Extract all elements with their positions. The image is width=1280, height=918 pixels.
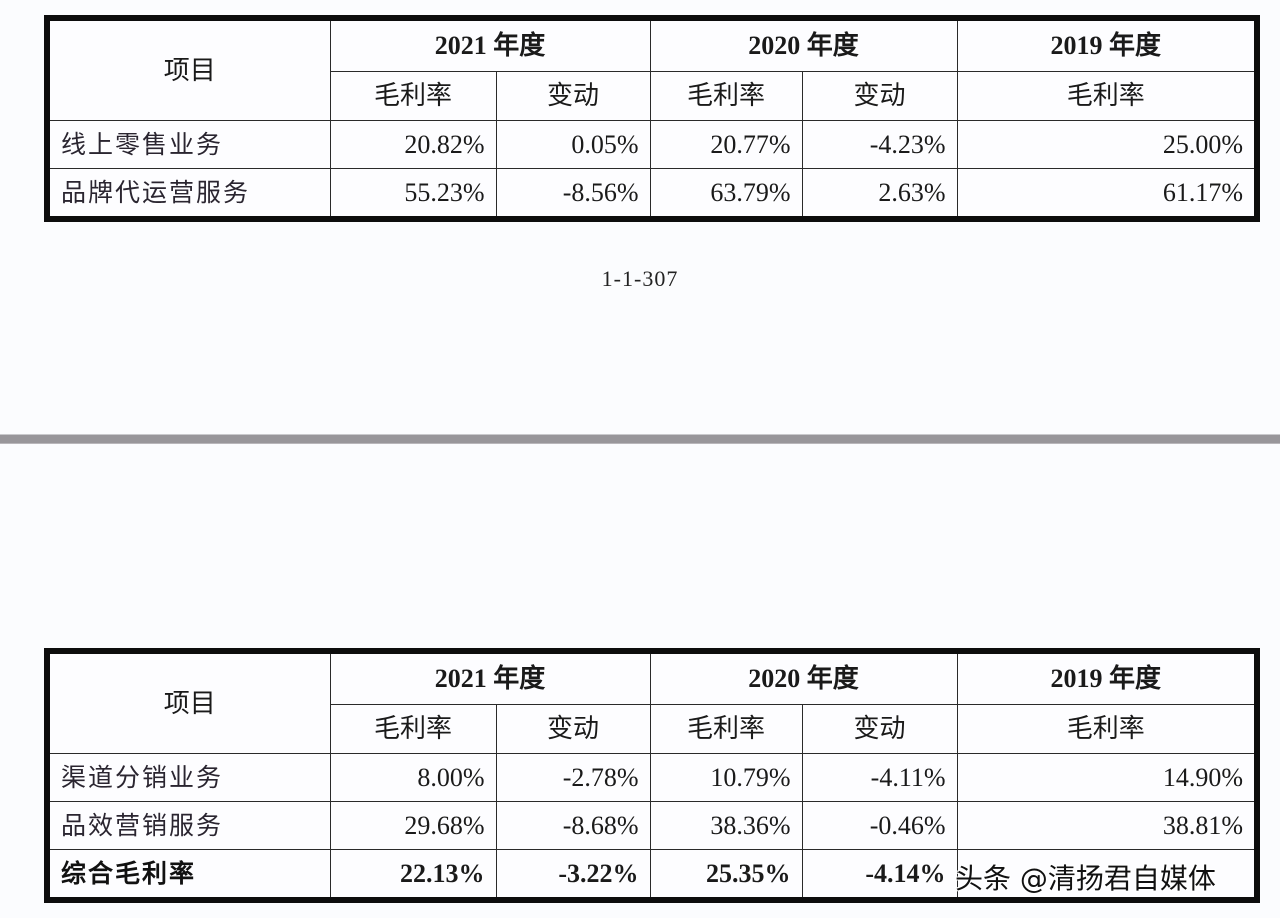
header-year-2019: 2019 年度 xyxy=(956,650,1258,705)
cell-value: -4.11% xyxy=(801,753,958,802)
table-row: 线上零售业务 20.82% 0.05% 20.77% -4.23% 25.00% xyxy=(46,120,1258,169)
subheader-change: 变动 xyxy=(495,704,651,754)
subheader-gross-margin: 毛利率 xyxy=(956,71,1258,121)
subheader-change: 变动 xyxy=(801,71,958,121)
page-separator xyxy=(0,434,1280,444)
table-row: 渠道分销业务 8.00% -2.78% 10.79% -4.11% 14.90% xyxy=(46,753,1258,802)
cell-value: 29.68% xyxy=(329,801,497,850)
table-row: 品效营销服务 29.68% -8.68% 38.36% -0.46% 38.81… xyxy=(46,801,1258,850)
cell-value: 22.13% xyxy=(329,849,497,901)
header-year-2021: 2021 年度 xyxy=(329,17,651,72)
subheader-gross-margin: 毛利率 xyxy=(329,704,497,754)
subheader-gross-margin: 毛利率 xyxy=(649,704,803,754)
cell-value: -4.14% xyxy=(801,849,958,901)
cell-value: 63.79% xyxy=(649,168,803,220)
row-label: 渠道分销业务 xyxy=(46,753,331,802)
header-item: 项目 xyxy=(46,17,331,121)
cell-value: 20.82% xyxy=(329,120,497,169)
subheader-change: 变动 xyxy=(495,71,651,121)
row-label: 品效营销服务 xyxy=(46,801,331,850)
cell-value: 25.00% xyxy=(956,120,1258,169)
cell-value: 38.81% xyxy=(956,801,1258,850)
subheader-gross-margin: 毛利率 xyxy=(649,71,803,121)
cell-value: 61.17% xyxy=(956,168,1258,220)
header-year-2020: 2020 年度 xyxy=(649,650,958,705)
cell-value: -3.22% xyxy=(495,849,651,901)
row-label: 品牌代运营服务 xyxy=(46,168,331,220)
page-number: 1-1-307 xyxy=(601,266,679,291)
header-year-2019: 2019 年度 xyxy=(956,17,1258,72)
table-row-total: 综合毛利率 22.13% -3.22% 25.35% -4.14% xyxy=(46,849,1258,901)
cell-value: 2.63% xyxy=(801,168,958,220)
table-row: 品牌代运营服务 55.23% -8.56% 63.79% 2.63% 61.17… xyxy=(46,168,1258,220)
watermark-text: 头条 @清扬君自媒体 xyxy=(955,862,1216,895)
header-year-2021: 2021 年度 xyxy=(329,650,651,705)
cell-value: 20.77% xyxy=(649,120,803,169)
subheader-change: 变动 xyxy=(801,704,958,754)
gross-margin-table-2: 项目 2021 年度 2020 年度 2019 年度 毛利率 变动 毛利率 变动… xyxy=(44,648,1261,903)
cell-value: -0.46% xyxy=(801,801,958,850)
cell-value: -8.68% xyxy=(495,801,651,850)
cell-value: 14.90% xyxy=(956,753,1258,802)
cell-value: -8.56% xyxy=(495,168,651,220)
cell-value: 8.00% xyxy=(329,753,497,802)
cell-value: 38.36% xyxy=(649,801,803,850)
cell-value: 0.05% xyxy=(495,120,651,169)
row-label: 线上零售业务 xyxy=(46,120,331,169)
cell-value: -2.78% xyxy=(495,753,651,802)
cell-value: 25.35% xyxy=(649,849,803,901)
document-page-top: 项目 2021 年度 2020 年度 2019 年度 毛利率 变动 毛利率 变动… xyxy=(0,0,1280,436)
subheader-gross-margin: 毛利率 xyxy=(956,704,1258,754)
header-item: 项目 xyxy=(46,650,331,754)
row-label-total: 综合毛利率 xyxy=(46,849,331,901)
subheader-gross-margin: 毛利率 xyxy=(329,71,497,121)
cell-value: 55.23% xyxy=(329,168,497,220)
cell-value: 10.79% xyxy=(649,753,803,802)
header-year-2020: 2020 年度 xyxy=(649,17,958,72)
gross-margin-table-1: 项目 2021 年度 2020 年度 2019 年度 毛利率 变动 毛利率 变动… xyxy=(44,15,1261,222)
cell-value: -4.23% xyxy=(801,120,958,169)
document-page-bottom: 项目 2021 年度 2020 年度 2019 年度 毛利率 变动 毛利率 变动… xyxy=(0,444,1280,918)
cell-value xyxy=(956,849,1258,901)
